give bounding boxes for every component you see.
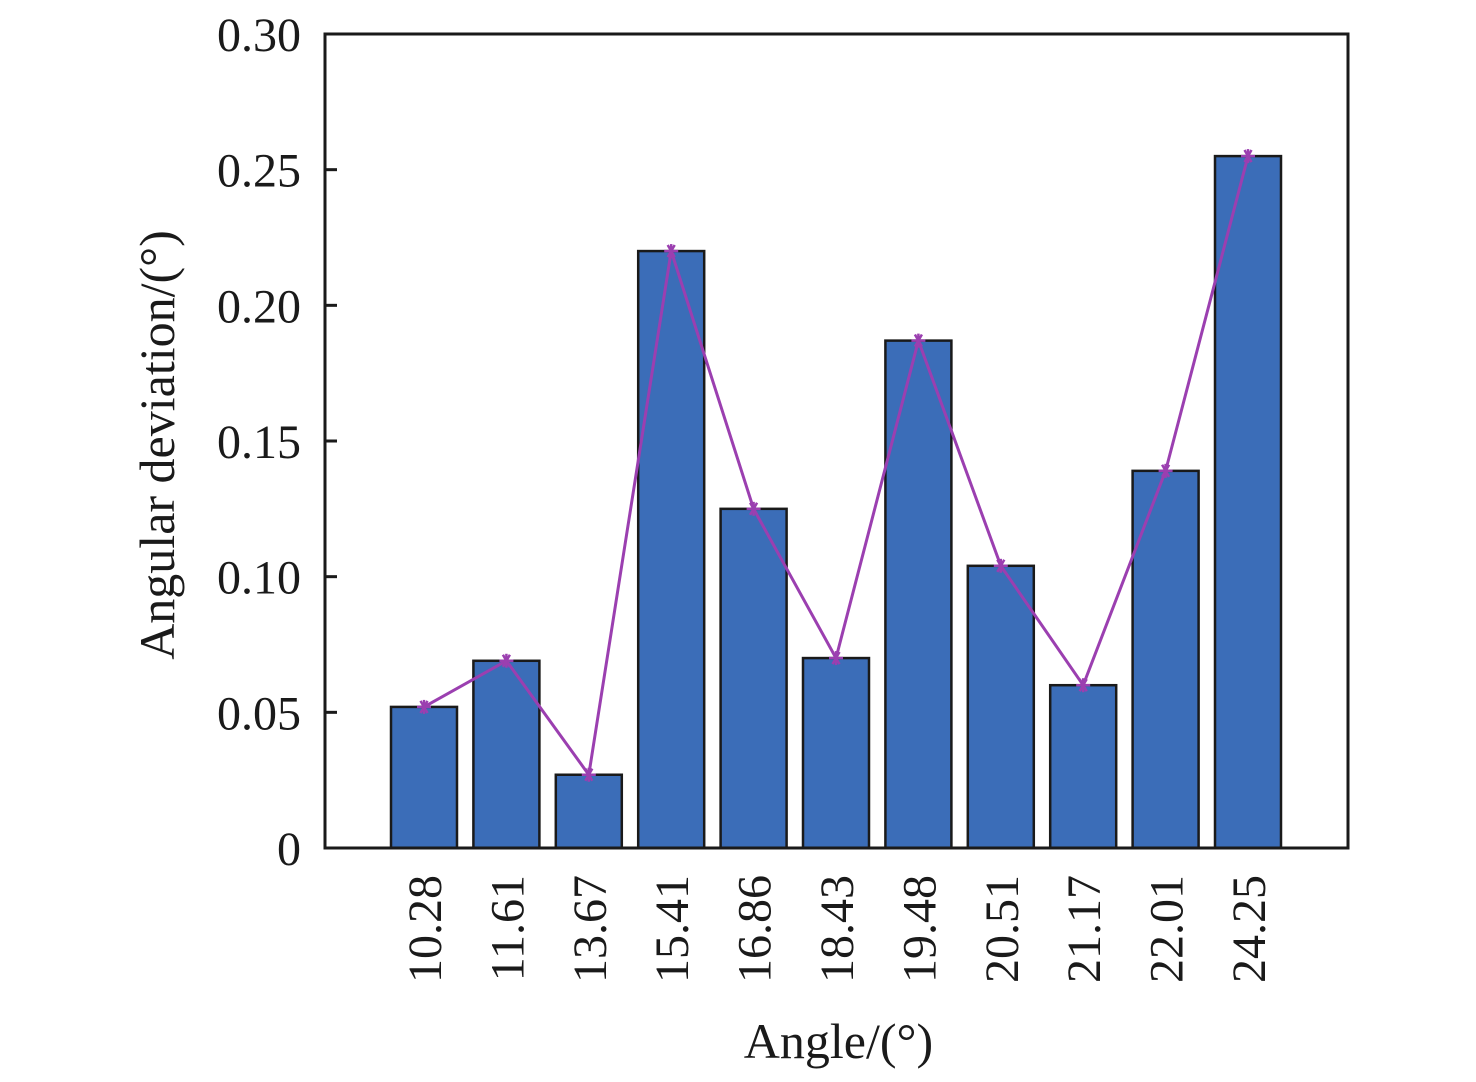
- overlay-line-layer: [417, 149, 1255, 782]
- line-marker-19.48: [911, 333, 926, 348]
- y-tick-label: 0.15: [217, 416, 301, 469]
- line-marker-10.28: [417, 699, 431, 714]
- y-tick-label: 0.30: [217, 9, 301, 62]
- x-tick-label: 20.51: [976, 875, 1029, 983]
- line-marker-20.51: [993, 558, 1008, 573]
- y-tick-label: 0.10: [217, 552, 301, 605]
- line-marker-16.86: [746, 501, 761, 516]
- bar-22.01: [1131, 469, 1200, 850]
- line-marker-13.67: [581, 767, 596, 782]
- x-tick-label: 19.48: [893, 875, 946, 983]
- y-tick-label: 0: [277, 823, 301, 876]
- bars-layer: [389, 154, 1283, 850]
- line-marker-11.61: [499, 653, 514, 668]
- x-tick-label: 15.41: [646, 875, 699, 983]
- y-tick-label: 0.05: [217, 687, 301, 740]
- x-tick-label: 18.43: [811, 875, 864, 983]
- x-tick-label: 13.67: [564, 875, 617, 983]
- bar-19.48: [884, 339, 953, 850]
- y-axis-ticks: 0 0.05 0.10 0.15 0.20 0.25 0.30: [217, 9, 337, 876]
- bar-11.61: [472, 659, 541, 850]
- x-tick-label: 10.28: [399, 875, 452, 983]
- x-axis-ticks: 10.28 11.61 13.67 15.41 16.86 18.43 19.48 20.51…: [399, 875, 1276, 983]
- x-tick-label: 21.17: [1058, 875, 1111, 983]
- bar-16.86: [719, 507, 788, 850]
- y-axis-title: Angular deviation/(°): [129, 230, 185, 660]
- line-marker-21.17: [1076, 678, 1091, 693]
- bar-21.17: [1048, 683, 1118, 850]
- line-marker-15.41: [664, 244, 679, 259]
- bar-20.51: [966, 564, 1036, 850]
- x-axis-title: Angle/(°): [744, 1013, 933, 1069]
- line-marker-18.43: [829, 651, 843, 666]
- x-tick-label: 22.01: [1141, 875, 1194, 983]
- x-tick-label: 24.25: [1223, 875, 1276, 983]
- y-tick-label: 0.20: [217, 280, 301, 333]
- bar-18.43: [801, 656, 871, 850]
- x-tick-label: 11.61: [481, 875, 534, 981]
- bar-10.28: [389, 705, 459, 850]
- x-tick-label: 16.86: [729, 875, 782, 983]
- y-tick-label: 0.25: [217, 145, 301, 198]
- bar-24.25: [1213, 154, 1283, 850]
- bar-13.67: [554, 773, 624, 850]
- line-marker-22.01: [1158, 463, 1173, 478]
- line-marker-24.25: [1241, 149, 1255, 164]
- bar-15.41: [636, 249, 706, 850]
